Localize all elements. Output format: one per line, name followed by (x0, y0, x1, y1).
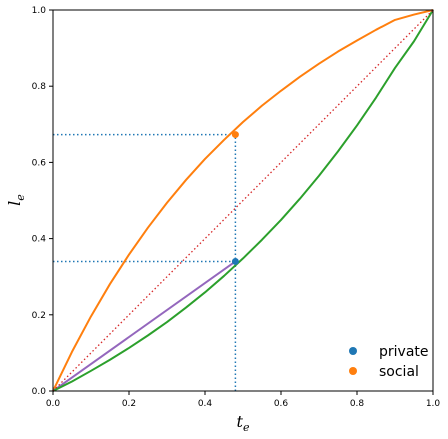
social-point (231, 131, 239, 139)
social-curve (52, 9, 434, 392)
x-tick-label: 1.0 (426, 399, 441, 409)
x-tick-label: 0.0 (46, 399, 61, 409)
x-axis-label: te (237, 412, 250, 434)
legend-label-private: private (379, 344, 429, 360)
data-points (231, 131, 239, 265)
y-tick-label: 0.8 (32, 82, 47, 92)
y-tick-label: 0.0 (32, 387, 47, 397)
y-tick-label: 0.6 (32, 158, 47, 168)
tick-labels: 0.0 0.2 0.4 0.6 0.8 1.0 0.0 0.2 0.4 0.6 0.8 1.0 (32, 6, 441, 409)
plot-frame (52, 9, 434, 392)
x-tick-label: 0.2 (122, 399, 136, 409)
legend-marker-social (349, 367, 357, 375)
x-tick-label: 0.8 (350, 399, 365, 409)
legend: private social (349, 344, 429, 380)
diagonal-line (52, 9, 434, 392)
x-tick-label: 0.6 (274, 399, 289, 409)
axis-ticks (49, 9, 434, 395)
y-tick-label: 0.4 (32, 235, 47, 245)
y-tick-label: 1.0 (32, 6, 47, 16)
private-point (231, 257, 239, 265)
x-tick-label: 0.4 (198, 399, 213, 409)
purple-curve (52, 260, 236, 392)
legend-label-social: social (379, 364, 419, 380)
private-curve (52, 9, 434, 392)
y-tick-label: 0.2 (32, 311, 46, 321)
legend-marker-private (349, 347, 357, 355)
y-axis-label: le (5, 194, 27, 206)
